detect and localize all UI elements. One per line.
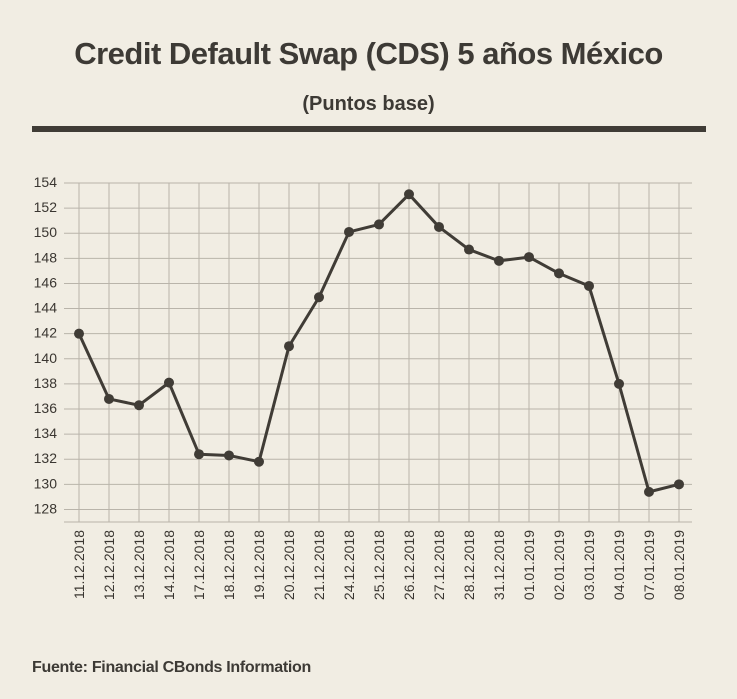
data-point bbox=[674, 479, 684, 490]
data-point bbox=[524, 252, 534, 263]
data-point bbox=[314, 292, 324, 303]
x-tick-label: 14.12.2018 bbox=[161, 530, 177, 600]
x-tick-label: 27.12.2018 bbox=[431, 530, 447, 600]
y-tick-label: 140 bbox=[34, 350, 58, 366]
x-tick-label: 02.01.2019 bbox=[551, 530, 567, 600]
data-point bbox=[434, 221, 444, 232]
data-point bbox=[464, 244, 474, 255]
y-tick-label: 144 bbox=[34, 300, 58, 316]
x-tick-label: 24.12.2018 bbox=[341, 530, 357, 600]
data-point bbox=[194, 449, 204, 460]
y-axis-ticks: 128 130 132 134 136 138 140 142 144 146 148 150 152 1… bbox=[34, 174, 58, 516]
x-tick-label: 25.12.2018 bbox=[371, 530, 387, 600]
x-tick-label: 28.12.2018 bbox=[461, 530, 477, 600]
y-tick-label: 134 bbox=[34, 425, 58, 441]
data-point bbox=[284, 341, 294, 352]
data-point bbox=[404, 189, 414, 200]
x-tick-label: 08.01.2019 bbox=[671, 530, 687, 600]
y-tick-label: 142 bbox=[34, 325, 58, 341]
data-point bbox=[104, 393, 114, 404]
y-tick-label: 148 bbox=[34, 249, 58, 265]
data-point bbox=[254, 456, 264, 467]
x-tick-label: 01.01.2019 bbox=[521, 530, 537, 600]
y-tick-label: 150 bbox=[34, 224, 58, 240]
y-tick-label: 146 bbox=[34, 274, 58, 290]
x-tick-label: 18.12.2018 bbox=[221, 530, 237, 600]
data-point bbox=[224, 450, 234, 461]
x-tick-label: 04.01.2019 bbox=[611, 530, 627, 600]
x-tick-label: 20.12.2018 bbox=[281, 530, 297, 600]
x-axis-ticks: 11.12.2018 12.12.2018 13.12.2018 14.12.2018… bbox=[71, 530, 687, 600]
chart-subtitle: (Puntos base) bbox=[302, 93, 435, 115]
data-point bbox=[134, 400, 144, 411]
y-tick-label: 152 bbox=[34, 199, 58, 215]
x-tick-label: 31.12.2018 bbox=[491, 530, 507, 600]
x-tick-label: 07.01.2019 bbox=[641, 530, 657, 600]
data-point bbox=[614, 378, 624, 389]
data-point bbox=[344, 226, 354, 237]
y-tick-label: 130 bbox=[34, 475, 58, 491]
x-tick-label: 19.12.2018 bbox=[251, 530, 267, 600]
data-point bbox=[374, 219, 384, 230]
y-tick-label: 154 bbox=[34, 174, 58, 190]
y-tick-label: 128 bbox=[34, 500, 58, 516]
grid bbox=[64, 182, 692, 523]
x-tick-label: 21.12.2018 bbox=[311, 530, 327, 600]
data-point bbox=[494, 255, 504, 266]
x-tick-label: 17.12.2018 bbox=[191, 530, 207, 600]
data-point bbox=[584, 280, 594, 291]
title-divider bbox=[32, 126, 706, 132]
x-tick-label: 11.12.2018 bbox=[71, 530, 87, 599]
series-cds bbox=[74, 189, 684, 497]
x-tick-label: 12.12.2018 bbox=[101, 530, 117, 600]
x-tick-label: 13.12.2018 bbox=[131, 530, 147, 600]
x-tick-label: 26.12.2018 bbox=[401, 530, 417, 600]
data-point bbox=[644, 486, 654, 497]
y-tick-label: 132 bbox=[34, 450, 58, 466]
y-tick-label: 138 bbox=[34, 375, 58, 391]
y-tick-label: 136 bbox=[34, 400, 58, 416]
x-tick-label: 03.01.2019 bbox=[581, 530, 597, 600]
source-note: Fuente: Financial CBonds Information bbox=[32, 659, 311, 676]
data-point bbox=[554, 268, 564, 279]
data-point bbox=[164, 377, 174, 388]
chart-title: Credit Default Swap (CDS) 5 años México bbox=[74, 36, 663, 71]
data-point bbox=[74, 328, 84, 339]
